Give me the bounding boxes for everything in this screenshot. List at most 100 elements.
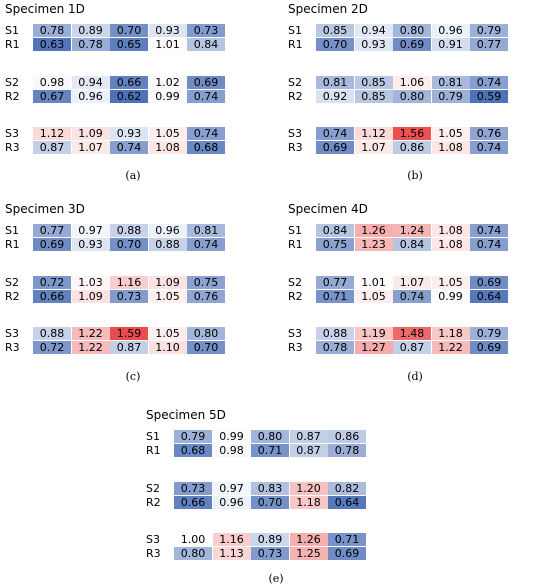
heatmap-cell: 0.72 <box>33 341 71 355</box>
heatmap-cell: 0.70 <box>110 238 148 252</box>
heatmap-cell: 0.67 <box>33 90 71 104</box>
heatmap-cell: 0.99 <box>148 90 187 104</box>
row-label: R2 <box>146 496 161 510</box>
heatmap-cell: 1.22 <box>71 327 110 340</box>
heatmap-cell: 0.74 <box>470 76 508 89</box>
heatmap-cell: 1.00 <box>174 533 212 546</box>
heatmap-cell: 0.73 <box>251 547 289 561</box>
heatmap-cell: 1.08 <box>431 141 470 155</box>
heatmap-cell: 0.71 <box>316 290 354 304</box>
heatmap-cell: 0.74 <box>187 90 225 104</box>
heatmap-cell: 0.81 <box>316 76 354 89</box>
heatmap-cell: 0.88 <box>33 327 71 340</box>
heatmap-cell: 1.01 <box>148 38 187 52</box>
heatmap-cell: 0.98 <box>33 76 71 89</box>
heatmap-cell: 1.09 <box>71 290 110 304</box>
heatmap-cell: 0.96 <box>212 496 251 510</box>
row-label: S2 <box>5 276 19 289</box>
row-label: S2 <box>288 76 302 89</box>
heatmap-cell: 0.71 <box>328 533 366 546</box>
heatmap-cell: 1.03 <box>71 276 110 289</box>
row-label: R3 <box>146 547 161 561</box>
panel-caption: (b) <box>407 169 423 182</box>
heatmap-cell: 0.87 <box>110 341 148 355</box>
heatmap-cell: 0.87 <box>289 444 328 458</box>
heatmap-cell: 0.73 <box>110 290 148 304</box>
row-label: S3 <box>288 327 302 340</box>
panel-caption: (d) <box>407 370 423 383</box>
heatmap-cell: 1.05 <box>148 290 187 304</box>
heatmap-cell: 0.93 <box>148 24 187 37</box>
heatmap-cell: 0.63 <box>33 38 71 52</box>
heatmap-cell: 0.92 <box>316 90 354 104</box>
heatmap-cell: 1.06 <box>393 76 431 89</box>
heatmap-cell: 0.79 <box>470 327 508 340</box>
row-label: R3 <box>5 141 20 155</box>
heatmap-cell: 0.93 <box>110 127 148 140</box>
heatmap-cell: 0.74 <box>187 127 225 140</box>
heatmap-cell: 0.85 <box>354 76 393 89</box>
heatmap-cell: 1.02 <box>148 76 187 89</box>
heatmap-cell: 0.74 <box>110 141 148 155</box>
heatmap-cell: 0.68 <box>187 141 225 155</box>
heatmap-cell: 1.18 <box>431 327 470 340</box>
heatmap-cell: 0.64 <box>470 290 508 304</box>
row-label: R1 <box>5 38 20 52</box>
heatmap-cell: 0.66 <box>174 496 212 510</box>
heatmap-cell: 1.05 <box>431 276 470 289</box>
heatmap-cell: 0.72 <box>33 276 71 289</box>
panel-caption: (c) <box>125 370 141 383</box>
row-label: S1 <box>146 430 160 443</box>
heatmap-cell: 1.16 <box>110 276 148 289</box>
row-label: R3 <box>288 141 303 155</box>
heatmap-cell: 1.07 <box>71 141 110 155</box>
heatmap-cell: 0.96 <box>431 24 470 37</box>
heatmap-cell: 0.84 <box>393 238 431 252</box>
heatmap-cell: 1.12 <box>33 127 71 140</box>
heatmap-cell: 0.96 <box>71 90 110 104</box>
heatmap-cell: 1.56 <box>393 127 431 140</box>
heatmap-cell: 1.07 <box>354 141 393 155</box>
row-label: S1 <box>5 24 19 37</box>
heatmap-cell: 0.80 <box>187 327 225 340</box>
heatmap-cell: 1.01 <box>354 276 393 289</box>
heatmap-cell: 0.74 <box>470 224 508 237</box>
heatmap-cell: 0.70 <box>316 38 354 52</box>
row-label: S3 <box>5 327 19 340</box>
heatmap-cell: 0.70 <box>251 496 289 510</box>
row-label: S2 <box>288 276 302 289</box>
heatmap-cell: 0.75 <box>187 276 225 289</box>
heatmap-cell: 0.69 <box>328 547 366 561</box>
heatmap-cell: 0.93 <box>354 38 393 52</box>
heatmap-cell: 0.96 <box>148 224 187 237</box>
heatmap-cell: 0.69 <box>316 141 354 155</box>
heatmap-cell: 0.97 <box>71 224 110 237</box>
heatmap-panel: Specimen 4D S1 0.84 1.26 1.24 1.08 0.74 R1 0.75 1… <box>286 200 550 380</box>
heatmap-cell: 0.77 <box>33 224 71 237</box>
heatmap-cell: 1.23 <box>354 238 393 252</box>
heatmap-cell: 0.84 <box>316 224 354 237</box>
heatmap-cell: 0.77 <box>316 276 354 289</box>
row-label: R2 <box>5 90 20 104</box>
heatmap-cell: 0.79 <box>470 24 508 37</box>
heatmap-cell: 1.18 <box>289 496 328 510</box>
heatmap-cell: 0.66 <box>33 290 71 304</box>
heatmap-cell: 1.26 <box>289 533 328 546</box>
heatmap-cell: 1.25 <box>289 547 328 561</box>
heatmap-cell: 0.66 <box>110 76 148 89</box>
heatmap-cell: 0.69 <box>393 38 431 52</box>
heatmap-panel: Specimen 1D S1 0.78 0.89 0.70 0.93 0.73 R1 0.63 0… <box>3 0 273 180</box>
panel-title: Specimen 1D <box>5 2 85 16</box>
heatmap-cell: 1.16 <box>212 533 251 546</box>
heatmap-cell: 0.89 <box>251 533 289 546</box>
heatmap-cell: 1.19 <box>354 327 393 340</box>
heatmap-cell: 0.83 <box>251 482 289 495</box>
heatmap-cell: 0.79 <box>174 430 212 443</box>
heatmap-cell: 0.87 <box>33 141 71 155</box>
heatmap-cell: 0.69 <box>33 238 71 252</box>
heatmap-cell: 0.80 <box>393 24 431 37</box>
heatmap-cell: 0.91 <box>431 38 470 52</box>
heatmap-cell: 1.48 <box>393 327 431 340</box>
heatmap-cell: 0.97 <box>212 482 251 495</box>
row-label: R3 <box>288 341 303 355</box>
